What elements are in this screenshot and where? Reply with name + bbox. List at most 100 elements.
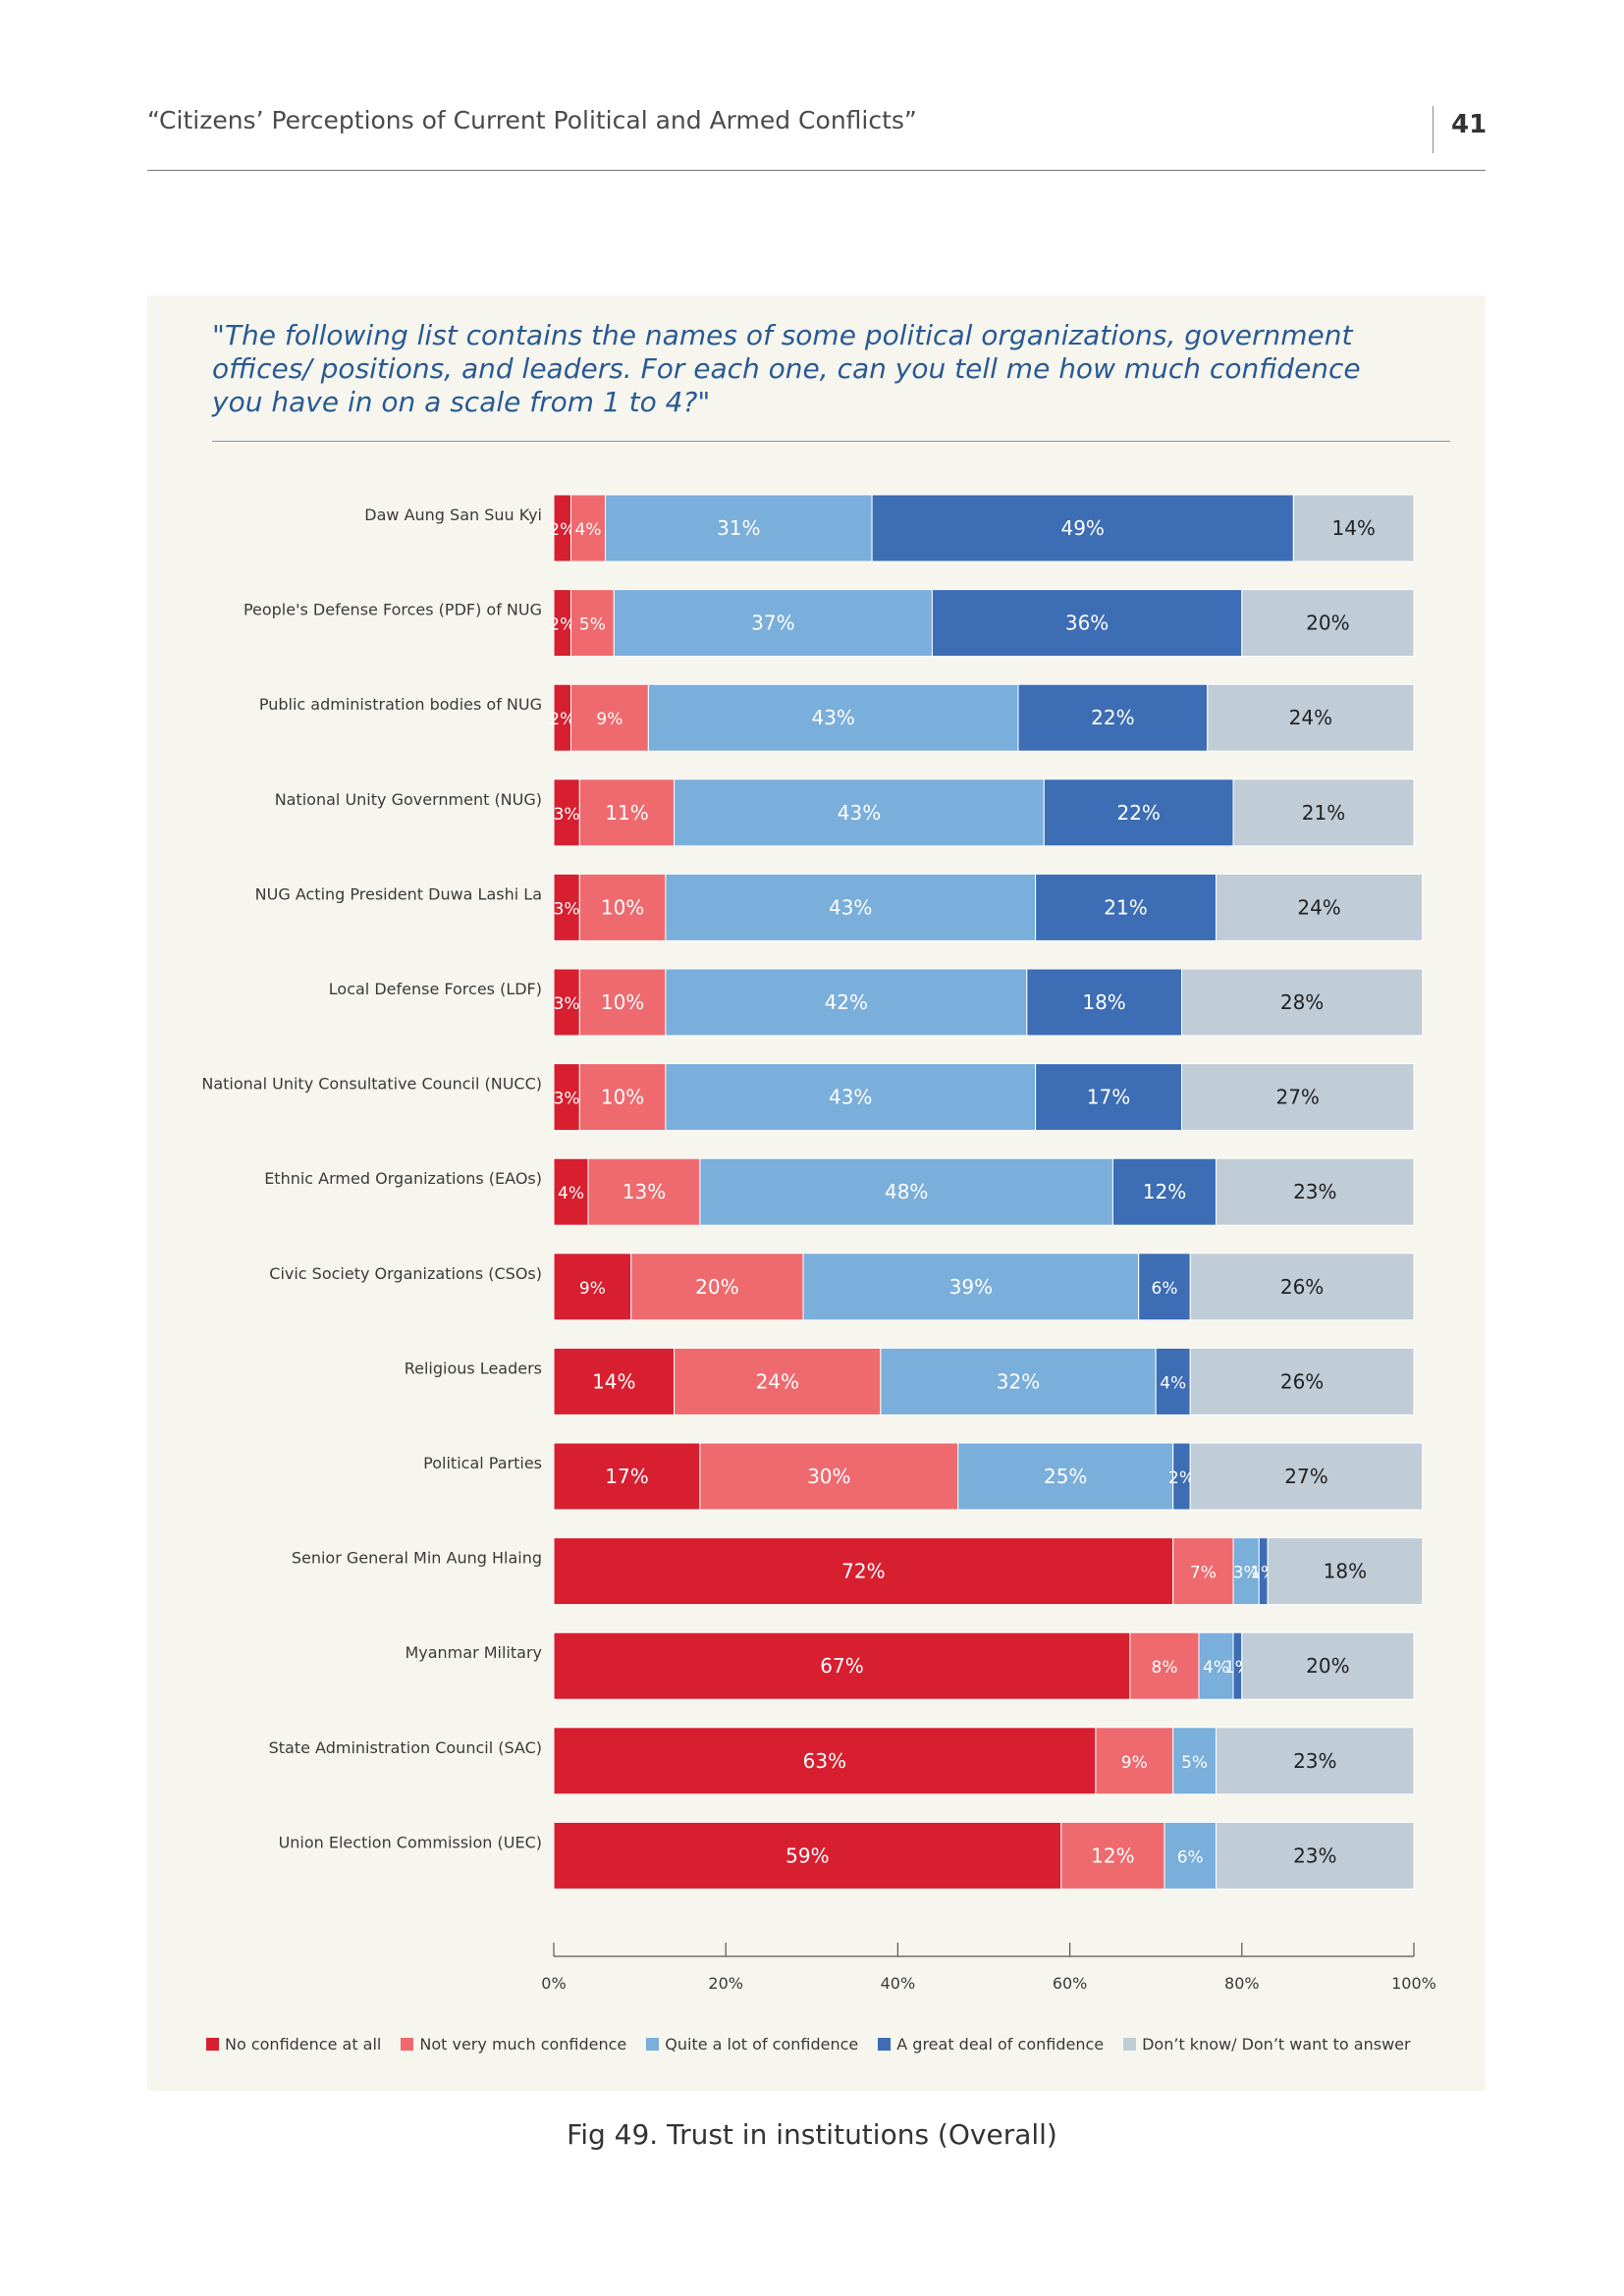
data-label: 63% [803,1749,846,1773]
legend-swatch [646,2038,660,2051]
data-label: 72% [841,1560,885,1583]
x-tick-label: 100% [1391,1974,1436,1993]
data-label: 7% [1190,1564,1217,1583]
bar-segment-don-t-know-don-t-want-to-answer [1241,1631,1415,1700]
data-label: 22% [1091,706,1134,729]
data-label: 2% [549,520,575,540]
bar-segment-no-confidence-at-all [553,1157,589,1226]
data-label: 9% [1121,1753,1148,1773]
data-label: 22% [1116,801,1160,825]
data-label: 37% [751,612,794,635]
legend-item: A great deal of confidence [878,2035,1104,2054]
data-label: 26% [1280,1369,1324,1393]
bar-segment-quite-a-lot-of-confidence [957,1442,1174,1511]
bar-segment-not-very-much-confidence [1095,1727,1174,1795]
data-label: 18% [1324,1560,1367,1583]
bar-segment-not-very-much-confidence [699,1442,959,1511]
x-tick-label: 0% [541,1974,566,1993]
bar-segment-not-very-much-confidence [578,778,676,847]
bar-segment-quite-a-lot-of-confidence [1232,1537,1260,1606]
data-label: 11% [605,801,648,825]
category-label: Union Election Commission (UEC) [279,1833,542,1851]
bar-segment-don-t-know-don-t-want-to-answer [1267,1537,1424,1606]
data-label: 67% [820,1654,863,1678]
data-label: 3% [1233,1564,1260,1583]
data-label: 43% [838,801,881,825]
data-label: 12% [1143,1180,1186,1203]
data-label: 39% [949,1275,993,1299]
data-label: 4% [1160,1373,1186,1393]
data-label: 24% [1297,895,1340,919]
data-label: 3% [554,899,580,919]
data-label: 23% [1293,1843,1336,1867]
bar-segment-not-very-much-confidence [578,1063,667,1132]
data-label: 9% [596,710,623,729]
data-label: 4% [558,1184,584,1203]
data-label: 3% [554,994,580,1014]
data-label: 43% [829,895,872,919]
data-label: 31% [717,516,760,540]
bar-segment-no-confidence-at-all [553,1727,1097,1795]
data-label: 10% [601,1086,644,1109]
bar-segment-don-t-know-don-t-want-to-answer [1216,873,1424,941]
bar-segment-a-great-deal-of-confidence [1035,1063,1182,1132]
bar-segment-no-confidence-at-all [553,1063,580,1132]
page-number: 41 [1451,110,1488,139]
data-label: 17% [605,1465,648,1488]
bar-segment-don-t-know-don-t-want-to-answer [1241,589,1415,658]
data-label: 59% [785,1843,829,1867]
header-title: “Citizens’ Perceptions of Current Politi… [147,106,917,134]
data-label: 43% [829,1086,872,1109]
data-label: 20% [1306,1654,1349,1678]
bar-segment-quite-a-lot-of-confidence [1164,1821,1218,1890]
bar-segment-a-great-deal-of-confidence [1035,873,1218,941]
data-label: 24% [756,1369,799,1393]
category-label: Senior General Min Aung Hlaing [292,1549,542,1568]
data-label: 23% [1293,1749,1336,1773]
bar-segment-no-confidence-at-all [553,968,580,1037]
bar-segment-a-great-deal-of-confidence [1026,968,1182,1037]
data-label: 27% [1275,1086,1319,1109]
data-label: 32% [997,1369,1040,1393]
category-label: Myanmar Military [405,1643,542,1662]
data-label: 24% [1289,706,1332,729]
legend-swatch [206,2038,219,2051]
data-label: 3% [554,805,580,825]
bar-segment-a-great-deal-of-confidence [1155,1347,1191,1415]
category-label: Local Defense Forces (LDF) [329,980,542,998]
category-label: People's Defense Forces (PDF) of NUG [244,601,542,619]
bar-segment-don-t-know-don-t-want-to-answer [1181,968,1424,1037]
data-label: 9% [579,1279,606,1299]
figure-panel: "The following list contains the names o… [147,295,1486,2091]
data-label: 36% [1065,612,1109,635]
bar-segment-quite-a-lot-of-confidence [880,1347,1157,1415]
data-label: 48% [885,1180,928,1203]
bar-segment-don-t-know-don-t-want-to-answer [1216,1727,1415,1795]
bar-segment-don-t-know-don-t-want-to-answer [1292,494,1415,562]
bar-segment-not-very-much-confidence [570,683,649,752]
bar-segment-don-t-know-don-t-want-to-answer [1232,778,1415,847]
data-label: 23% [1293,1180,1336,1203]
bar-segment-quite-a-lot-of-confidence [665,968,1028,1037]
bar-segment-no-confidence-at-all [553,778,580,847]
figure-caption: Fig 49. Trust in institutions (Overall) [567,2118,1057,2151]
bar-segment-a-great-deal-of-confidence [871,494,1294,562]
bar-segment-a-great-deal-of-confidence [1138,1253,1191,1321]
bar-segment-not-very-much-confidence [1129,1631,1200,1700]
bar-segment-no-confidence-at-all [553,1631,1131,1700]
bar-segment-don-t-know-don-t-want-to-answer [1189,1347,1415,1415]
category-label: Religious Leaders [405,1359,542,1377]
category-label: Ethnic Armed Organizations (EAOs) [264,1169,542,1188]
data-label: 5% [1181,1753,1208,1773]
legend-label: Not very much confidence [419,2035,627,2054]
bar-segment-a-great-deal-of-confidence [931,589,1243,658]
legend-label: Don’t know/ Don’t want to answer [1142,2035,1411,2054]
category-label: National Unity Government (NUG) [275,790,542,809]
x-tick-label: 40% [881,1974,916,1993]
bar-segment-no-confidence-at-all [553,1821,1062,1890]
legend-swatch [401,2038,414,2051]
data-label: 17% [1087,1086,1130,1109]
data-label: 30% [807,1465,850,1488]
question-rule [212,441,1450,442]
data-label: 20% [695,1275,738,1299]
